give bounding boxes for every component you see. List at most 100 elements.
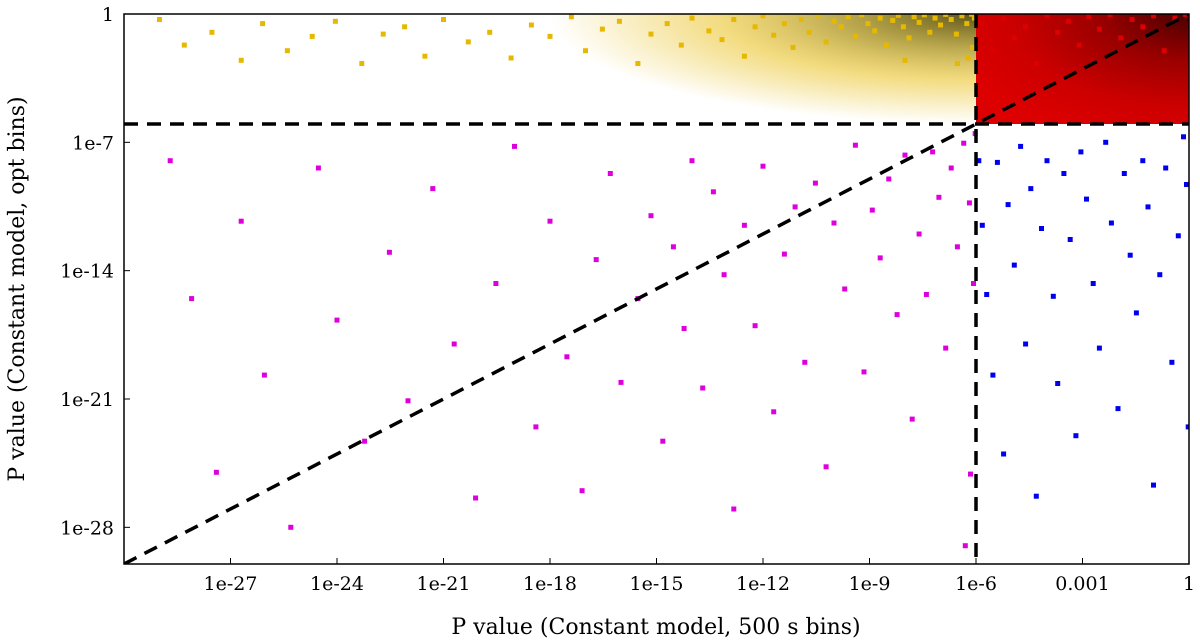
- data-point: [969, 14, 975, 17]
- gold-density-fill: [550, 14, 976, 124]
- data-point: [930, 149, 936, 155]
- data-point: [1140, 158, 1146, 164]
- data-point: [979, 222, 985, 228]
- data-point: [936, 194, 942, 200]
- data-point: [533, 424, 539, 430]
- data-point: [1161, 48, 1167, 54]
- data-point: [710, 189, 716, 195]
- data-point: [1061, 171, 1067, 176]
- data-point: [911, 14, 917, 20]
- threshold-line-diagonal: [124, 14, 1189, 564]
- data-point: [921, 14, 927, 18]
- data-point: [859, 14, 865, 18]
- data-point: [861, 369, 867, 375]
- data-point: [1001, 451, 1007, 457]
- data-point: [965, 55, 971, 61]
- data-point: [971, 281, 976, 286]
- data-point: [362, 438, 368, 444]
- data-point: [831, 18, 837, 24]
- data-point: [1127, 252, 1133, 258]
- data-point: [895, 14, 901, 18]
- data-point: [441, 17, 446, 22]
- data-point: [1033, 61, 1039, 66]
- data-point: [1028, 186, 1034, 192]
- data-point: [528, 22, 534, 28]
- data-point: [869, 207, 875, 213]
- x-tick-label: 1e-21: [417, 573, 471, 595]
- data-point: [852, 33, 858, 39]
- data-point: [877, 255, 883, 261]
- data-point: [1129, 17, 1135, 22]
- data-point: [405, 398, 411, 404]
- data-point: [1151, 14, 1156, 19]
- data-point: [618, 379, 624, 385]
- y-axis-ticks: 1e-28 1e-21 1e-14 1e-7 1: [60, 4, 130, 539]
- data-point: [670, 244, 676, 250]
- data-point: [1169, 359, 1175, 365]
- data-point: [616, 18, 622, 24]
- data-point: [451, 341, 457, 347]
- data-point: [1172, 15, 1178, 21]
- data-point: [648, 213, 654, 219]
- data-point: [948, 17, 954, 22]
- data-point: [1181, 134, 1186, 140]
- data-point: [1090, 281, 1096, 286]
- x-tick-label: 1: [1183, 573, 1195, 595]
- data-point: [781, 21, 787, 27]
- data-point: [493, 281, 499, 286]
- y-tick-label: 1e-21: [60, 389, 114, 411]
- data-point: [760, 14, 766, 19]
- data-point: [579, 488, 585, 494]
- data-point: [1065, 18, 1071, 24]
- data-point: [966, 200, 972, 206]
- data-point: [167, 158, 173, 164]
- data-point: [961, 140, 967, 146]
- data-point: [902, 57, 908, 63]
- data-point: [1023, 24, 1029, 30]
- data-point: [706, 28, 712, 34]
- data-point: [976, 158, 982, 164]
- data-point: [386, 249, 392, 255]
- data-point: [938, 22, 943, 28]
- data-point: [181, 42, 187, 48]
- data-point: [883, 42, 889, 48]
- data-point: [583, 48, 588, 54]
- data-point: [798, 17, 804, 22]
- data-point: [990, 372, 996, 378]
- data-point: [721, 272, 727, 278]
- data-point: [852, 142, 858, 148]
- data-point: [547, 218, 553, 224]
- x-tick-label: 1e-27: [204, 573, 258, 595]
- data-point: [209, 29, 215, 35]
- data-point: [1078, 149, 1084, 155]
- data-point: [1163, 165, 1169, 171]
- data-point: [689, 158, 695, 164]
- data-point: [771, 32, 777, 38]
- data-point: [284, 48, 290, 54]
- data-point: [979, 21, 985, 27]
- data-point: [741, 53, 747, 59]
- data-point: [1011, 35, 1017, 41]
- data-point: [700, 385, 706, 391]
- data-point: [664, 21, 670, 27]
- data-point: [1001, 15, 1007, 21]
- data-point: [902, 152, 908, 158]
- data-point: [1185, 424, 1189, 430]
- scatter-points: [157, 14, 1189, 549]
- x-tick-label: 1e-12: [736, 573, 790, 595]
- y-tick-label: 1e-28: [60, 517, 114, 539]
- data-point: [1157, 272, 1163, 278]
- data-point: [1103, 139, 1109, 145]
- data-point: [508, 55, 514, 61]
- data-point: [1140, 24, 1146, 30]
- data-point: [731, 506, 737, 512]
- x-tick-label: 1e-18: [523, 573, 577, 595]
- data-point: [900, 24, 906, 30]
- data-point: [890, 17, 896, 23]
- data-point: [962, 543, 968, 549]
- data-point: [968, 471, 973, 477]
- data-point: [238, 218, 244, 224]
- data-point: [430, 186, 436, 192]
- data-point: [1086, 14, 1092, 20]
- data-point: [1096, 345, 1102, 351]
